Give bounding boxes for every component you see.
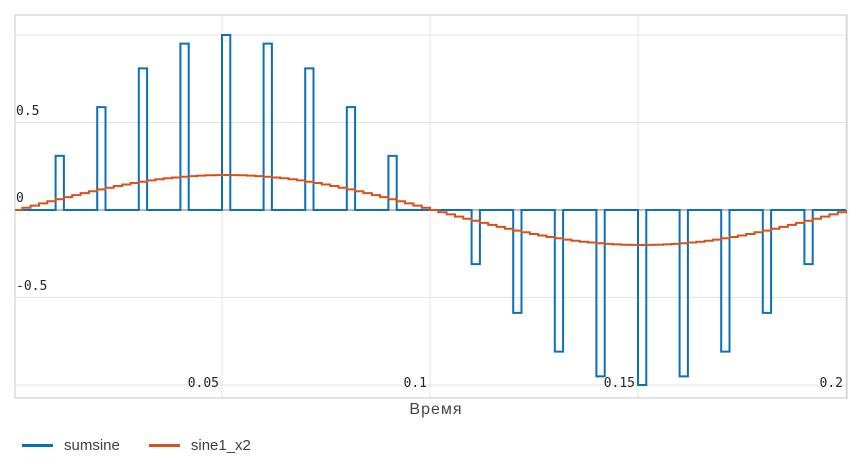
legend-item-sine1-x2[interactable]: sine1_x2	[148, 437, 251, 454]
legend: sumsine sine1_x2	[22, 437, 251, 454]
legend-label-sumsine: sumsine	[64, 437, 120, 454]
x-tick-label: 0.15	[603, 376, 635, 391]
legend-label-sine1-x2: sine1_x2	[190, 437, 251, 454]
y-tick-label: -0.5	[16, 278, 48, 294]
legend-item-sumsine[interactable]: sumsine	[22, 437, 120, 454]
plot-border	[14, 14, 848, 399]
y-tick-label: 0	[16, 191, 24, 206]
legend-line-sample-sumsine	[22, 444, 53, 447]
x-tick-label: 0.05	[187, 376, 219, 391]
x-tick-label: 0.2	[819, 376, 843, 391]
x-tick-label: 0.1	[403, 376, 427, 391]
series-sine1-x2	[15, 174, 847, 246]
y-tick-label: 0.5	[16, 103, 40, 119]
legend-line-sample-sine1-x2	[148, 444, 180, 447]
x-axis-title: Время	[409, 401, 463, 418]
